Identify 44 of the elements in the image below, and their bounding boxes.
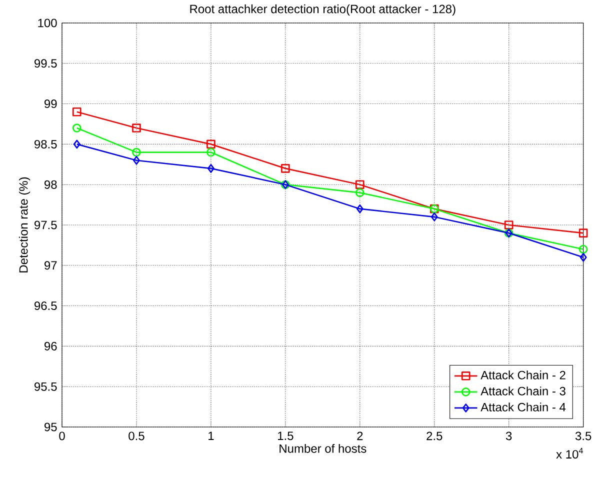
point [356,180,364,189]
y-tick-label: 97.5 [34,220,57,230]
point [132,148,141,157]
y-tick-label: 100 [38,18,57,28]
y-tick-label: 98.5 [34,140,57,148]
y-tick-label: 99.5 [34,59,57,68]
point [207,164,214,173]
x-tick-label: 1 [208,432,214,440]
point [281,164,290,173]
chart-title: Root attachker detection ratio(Root attacker - 128) [190,4,456,16]
x-tick-label: 0.5 [128,432,144,440]
legend-label: Attack Chain - 3 [480,386,566,396]
y-tick-label: 95.5 [34,382,57,391]
y-axis-title: Detection rate (%) [18,177,30,272]
point [504,220,514,230]
text: x 10$^{4}$ [556,448,583,459]
point [580,252,587,262]
legend-label: Attack Chain - 2 [480,370,566,380]
x-tick-label: 2 [357,432,363,440]
y-tick-label: 98 [44,180,57,189]
x-tick-label: 0 [59,432,65,440]
point [578,228,588,238]
y-tick-label: 97 [44,261,57,270]
x-axis-title: Number of hosts [280,444,366,453]
y-tick-label: 95 [44,422,57,432]
legend-label: Attack Chain - 4 [480,402,566,412]
point [206,140,216,149]
point [356,204,364,214]
y-tick-label: 99 [44,100,57,108]
x-tick-label: 2.5 [426,432,442,440]
x-tick-label: 3 [506,432,512,440]
point [430,212,438,222]
point [133,156,140,165]
point [73,140,80,149]
point [132,124,141,132]
y-tick-label: 96 [44,342,57,350]
point [206,148,216,157]
x-tick-label: 1.5 [278,432,294,440]
point [578,244,588,254]
point [72,124,82,132]
y-tick-label: 96.5 [34,302,57,310]
point [72,107,82,116]
point [356,188,364,198]
x-tick-label: 3.5 [575,432,592,440]
